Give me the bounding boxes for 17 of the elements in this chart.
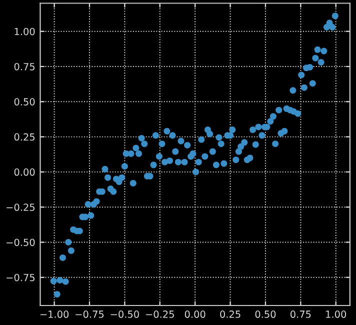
y-tick-label: 1.00 <box>14 28 35 36</box>
x-tick-label: −1.00 <box>40 310 69 318</box>
x-tick-label: −0.25 <box>146 310 174 318</box>
y-tick-label: −0.75 <box>6 274 35 282</box>
x-tick-label: −0.75 <box>76 310 104 318</box>
x-tick-label: −0.50 <box>110 310 139 318</box>
x-tick-label: 0.00 <box>184 310 206 318</box>
y-tick-label: 0.00 <box>14 168 35 176</box>
y-tick-label: 0.75 <box>14 62 35 70</box>
x-tick-label: 0.50 <box>255 310 276 318</box>
y-tick-label: 0.50 <box>14 98 35 106</box>
y-tick-label: −0.25 <box>6 204 35 211</box>
y-tick-label: 0.25 <box>14 133 35 141</box>
x-tick-label: 1.00 <box>326 310 346 318</box>
y-tick-label: −0.50 <box>6 238 35 246</box>
x-tick-label: 0.75 <box>290 310 311 318</box>
x-tick-label: 0.25 <box>220 310 240 318</box>
